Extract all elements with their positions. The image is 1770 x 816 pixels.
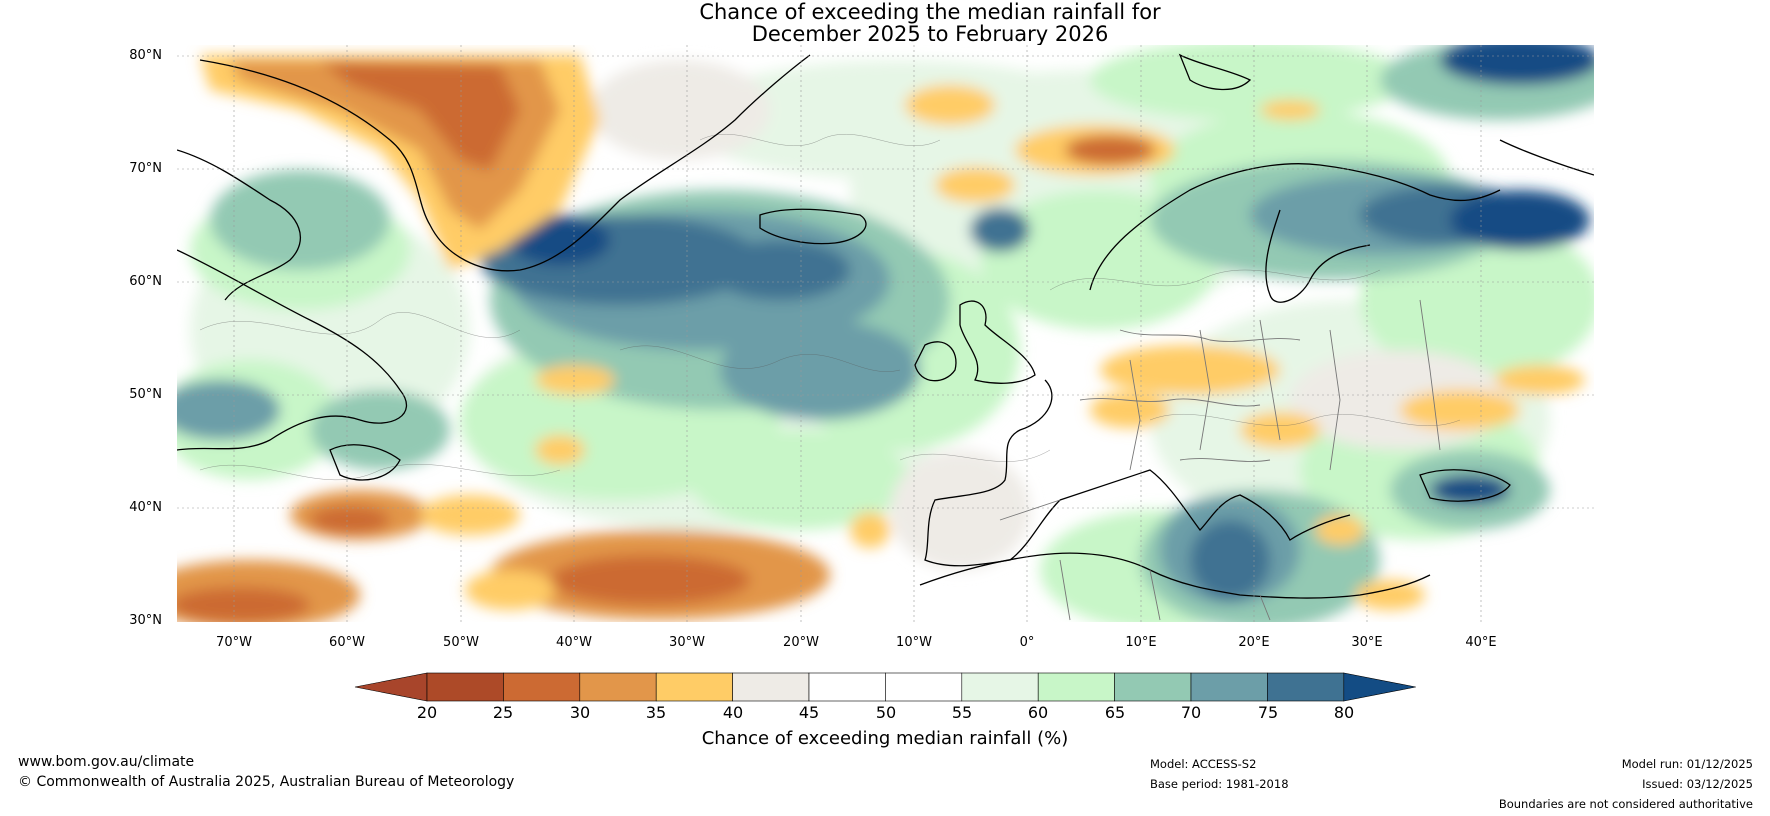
graticule xyxy=(177,45,1594,622)
lat-label-50n: 50°N xyxy=(129,387,162,402)
lon-label-60w: 60°W xyxy=(329,635,365,650)
colorbar-tick: 70 xyxy=(1180,703,1202,722)
colorbar xyxy=(354,672,1416,702)
lon-label-30w: 30°W xyxy=(669,635,705,650)
lat-label-70n: 70°N xyxy=(129,161,162,176)
lon-label-40e: 40°E xyxy=(1465,635,1497,650)
model-run-date: Model run: 01/12/2025 xyxy=(1621,757,1753,771)
colorbar-tick: 20 xyxy=(416,703,438,722)
colorbar-segment xyxy=(426,672,504,702)
contour-lines xyxy=(199,134,1461,481)
lon-label-10w: 10°W xyxy=(896,635,932,650)
rainfall-probability-field xyxy=(177,45,1594,622)
colorbar-tick: 75 xyxy=(1257,703,1279,722)
lon-label-30e: 30°E xyxy=(1351,635,1383,650)
colorbar-segment xyxy=(885,672,963,702)
colorbar-tick: 55 xyxy=(951,703,973,722)
chart-title-line2: December 2025 to February 2026 xyxy=(751,22,1109,46)
colorbar-tick: 80 xyxy=(1333,703,1355,722)
colorbar-tick: 25 xyxy=(492,703,514,722)
colorbar-extend-low xyxy=(354,672,428,702)
lon-label-0: 0° xyxy=(1019,635,1035,650)
colorbar-segment xyxy=(1037,672,1115,702)
colorbar-title: Chance of exceeding median rainfall (%) xyxy=(701,728,1069,749)
map-plot-area xyxy=(177,45,1594,622)
copyright-text: © Commonwealth of Australia 2025, Austra… xyxy=(18,774,515,790)
lat-label-30n: 30°N xyxy=(129,613,162,628)
coastlines xyxy=(177,53,1594,599)
lat-label-80n: 80°N xyxy=(129,48,162,63)
lon-label-50w: 50°W xyxy=(443,635,479,650)
lon-label-40w: 40°W xyxy=(556,635,592,650)
colorbar-segment xyxy=(732,672,810,702)
colorbar-tick: 65 xyxy=(1104,703,1126,722)
boundaries-disclaimer: Boundaries are not considered authoritat… xyxy=(1498,797,1753,811)
chart-title-line1: Chance of exceeding the median rainfall … xyxy=(699,0,1161,24)
colorbar-segment xyxy=(961,672,1039,702)
website-link[interactable]: www.bom.gov.au/climate xyxy=(18,754,195,770)
colorbar-segment xyxy=(503,672,581,702)
colorbar-tick: 50 xyxy=(875,703,897,722)
lat-label-40n: 40°N xyxy=(129,500,162,515)
colorbar-tick: 35 xyxy=(645,703,667,722)
lon-label-10e: 10°E xyxy=(1125,635,1157,650)
country-borders xyxy=(999,299,1441,621)
colorbar-tick: 30 xyxy=(569,703,591,722)
model-name: Model: ACCESS-S2 xyxy=(1150,757,1257,771)
base-period: Base period: 1981-2018 xyxy=(1150,777,1289,791)
colorbar-segment xyxy=(1114,672,1192,702)
lon-label-20e: 20°E xyxy=(1238,635,1270,650)
colorbar-tick: 40 xyxy=(722,703,744,722)
colorbar-extend-high xyxy=(1343,672,1416,702)
colorbar-tick: 45 xyxy=(798,703,820,722)
colorbar-segment xyxy=(1267,672,1345,702)
colorbar-segment xyxy=(808,672,886,702)
colorbar-segment xyxy=(579,672,657,702)
lon-label-70w: 70°W xyxy=(216,635,252,650)
colorbar-segment xyxy=(1190,672,1268,702)
colorbar-tick: 60 xyxy=(1027,703,1049,722)
issued-date: Issued: 03/12/2025 xyxy=(1642,777,1753,791)
colorbar-segment xyxy=(655,672,733,702)
lon-label-20w: 20°W xyxy=(783,635,819,650)
lat-label-60n: 60°N xyxy=(129,274,162,289)
